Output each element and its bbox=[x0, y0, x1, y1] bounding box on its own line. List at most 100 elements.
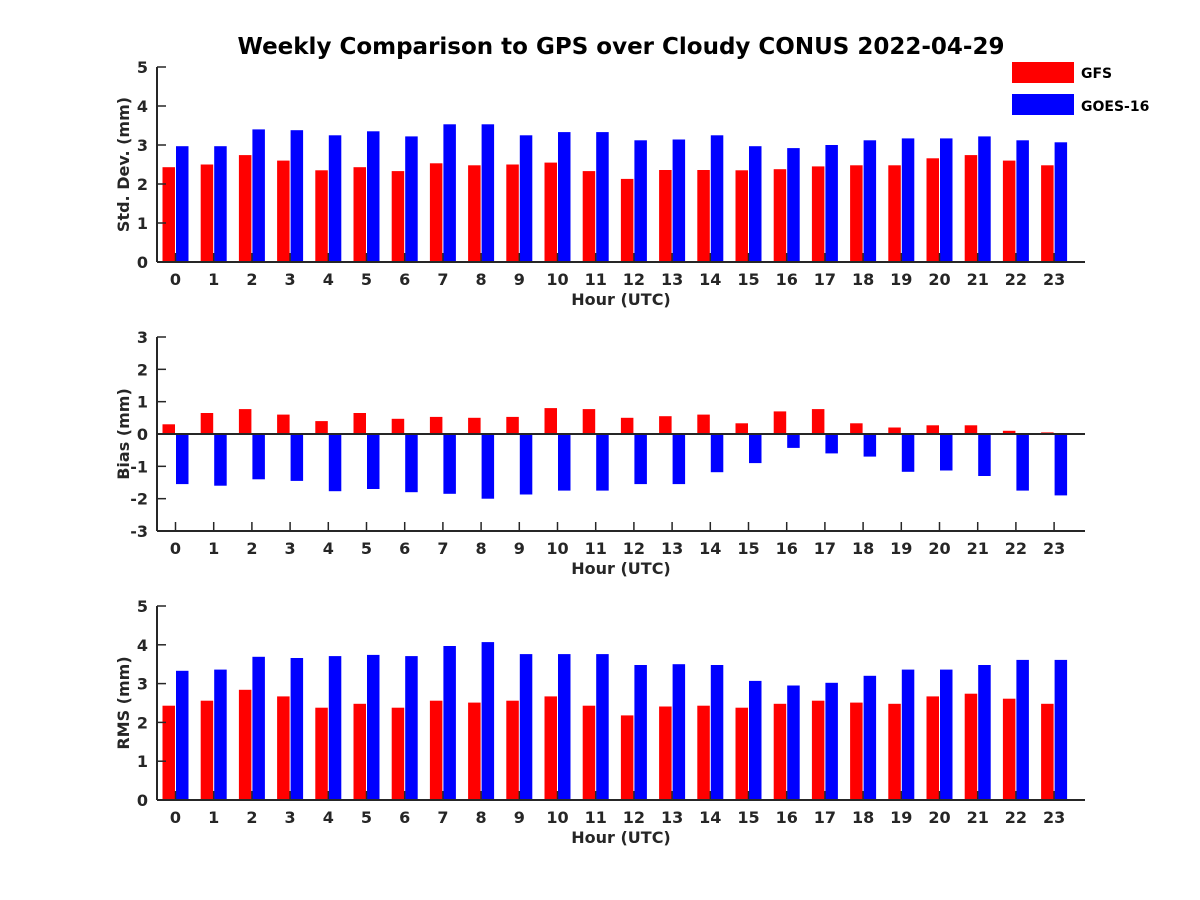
rms-bar-goes16-9 bbox=[519, 654, 533, 800]
rms-xtick-label-18: 18 bbox=[852, 808, 874, 827]
bias-bar-gfs-8 bbox=[468, 417, 481, 434]
bias-bar-goes16-3 bbox=[290, 434, 304, 481]
bias-bar-goes16-4 bbox=[328, 434, 342, 492]
rms-xtick-label-1: 1 bbox=[208, 808, 219, 827]
rms-bar-gfs-1 bbox=[200, 700, 214, 800]
bias-bar-goes16-12 bbox=[634, 434, 647, 485]
bias-bar-goes16-15 bbox=[749, 434, 762, 464]
std-dev-bar-gfs-1 bbox=[200, 164, 214, 262]
bias-bar-gfs-1 bbox=[200, 413, 214, 434]
rms-bar-gfs-16 bbox=[773, 703, 787, 800]
bias-xtick-label-14: 14 bbox=[699, 539, 721, 558]
std-dev-xtick-label-8: 8 bbox=[476, 270, 487, 289]
rms-bar-gfs-12 bbox=[620, 715, 634, 800]
rms-xtick-label-14: 14 bbox=[699, 808, 721, 827]
std-dev-bar-gfs-18 bbox=[850, 165, 863, 262]
rms-bar-gfs-7 bbox=[429, 700, 443, 800]
bias-bar-gfs-11 bbox=[582, 409, 596, 434]
bias-xtick-label-23: 23 bbox=[1043, 539, 1065, 558]
legend-swatch-goes16 bbox=[1012, 94, 1074, 115]
std-dev-bar-gfs-0 bbox=[162, 167, 175, 262]
std-dev-xtick-label-2: 2 bbox=[246, 270, 257, 289]
rms-xtick-label-17: 17 bbox=[814, 808, 836, 827]
std-dev-bar-gfs-16 bbox=[773, 169, 787, 262]
bias-bar-gfs-2 bbox=[238, 409, 252, 434]
bias-bar-gfs-5 bbox=[353, 413, 366, 434]
std-dev-bar-goes16-2 bbox=[252, 129, 265, 262]
std-dev-bar-goes16-14 bbox=[710, 135, 724, 263]
rms-bar-goes16-7 bbox=[443, 646, 456, 800]
rms-xtick-label-11: 11 bbox=[585, 808, 607, 827]
bias-xtick-label-6: 6 bbox=[399, 539, 410, 558]
bias-xtick-label-0: 0 bbox=[170, 539, 181, 558]
bias-bar-goes16-11 bbox=[596, 434, 609, 491]
rms-ytick-label-4: 4 bbox=[137, 636, 148, 655]
std-dev-bar-goes16-8 bbox=[481, 124, 495, 262]
rms-bar-gfs-4 bbox=[315, 707, 328, 800]
bias-xtick-label-15: 15 bbox=[737, 539, 759, 558]
rms-bar-gfs-11 bbox=[582, 705, 596, 800]
std-dev-bar-goes16-12 bbox=[634, 140, 647, 262]
rms-bar-gfs-18 bbox=[850, 702, 863, 800]
rms-bar-goes16-18 bbox=[863, 675, 877, 800]
rms-bar-gfs-3 bbox=[277, 696, 290, 800]
bias-bar-gfs-12 bbox=[620, 417, 634, 434]
bias-bar-gfs-17 bbox=[811, 409, 825, 434]
bias-xtick-label-22: 22 bbox=[1005, 539, 1027, 558]
bias-bar-goes16-9 bbox=[519, 434, 533, 495]
bias-xtick-label-2: 2 bbox=[246, 539, 257, 558]
std-dev-xtick-label-9: 9 bbox=[514, 270, 525, 289]
std-dev-xtick-label-7: 7 bbox=[437, 270, 448, 289]
bias-bar-gfs-21 bbox=[964, 425, 978, 434]
std-dev-bar-goes16-13 bbox=[672, 139, 686, 262]
bias-bar-gfs-4 bbox=[315, 421, 328, 434]
rms-bar-goes16-4 bbox=[328, 656, 342, 800]
std-dev-bar-goes16-5 bbox=[367, 131, 380, 262]
std-dev-xtick-label-11: 11 bbox=[585, 270, 607, 289]
std-dev-bar-goes16-9 bbox=[519, 135, 533, 263]
bias-xtick-label-9: 9 bbox=[514, 539, 525, 558]
std-dev-xtick-label-18: 18 bbox=[852, 270, 874, 289]
rms-bar-goes16-6 bbox=[405, 656, 418, 800]
bias-bar-goes16-5 bbox=[367, 434, 380, 489]
bias-bar-goes16-17 bbox=[825, 434, 838, 454]
std-dev-bar-gfs-11 bbox=[582, 171, 596, 262]
rms-bar-gfs-22 bbox=[1002, 698, 1016, 800]
std-dev-ytick-label-2: 2 bbox=[137, 175, 148, 194]
std-dev-xtick-label-22: 22 bbox=[1005, 270, 1027, 289]
std-dev-bar-goes16-21 bbox=[978, 136, 991, 262]
bias-xtick-label-17: 17 bbox=[814, 539, 836, 558]
std-dev-xtick-label-23: 23 bbox=[1043, 270, 1065, 289]
std-dev-bar-goes16-17 bbox=[825, 145, 838, 262]
bias-bar-gfs-14 bbox=[697, 414, 710, 434]
rms-ytick-label-3: 3 bbox=[137, 675, 148, 694]
rms-bar-goes16-22 bbox=[1016, 659, 1029, 800]
bias-xtick-label-13: 13 bbox=[661, 539, 683, 558]
bias-bar-goes16-0 bbox=[176, 434, 189, 485]
bias-xtick-label-18: 18 bbox=[852, 539, 874, 558]
std-dev-bar-goes16-1 bbox=[214, 146, 227, 262]
std-dev-xtick-label-4: 4 bbox=[323, 270, 334, 289]
bias-ytick-label-0: -3 bbox=[130, 522, 148, 541]
bias-bar-gfs-20 bbox=[926, 425, 939, 434]
bias-ytick-label-5: 2 bbox=[137, 360, 148, 379]
std-dev-bar-gfs-12 bbox=[620, 178, 634, 262]
legend-label-goes16: GOES-16 bbox=[1081, 99, 1149, 115]
std-dev-ytick-label-3: 3 bbox=[137, 136, 148, 155]
std-dev-bar-gfs-3 bbox=[277, 160, 290, 262]
rms-xtick-label-15: 15 bbox=[737, 808, 759, 827]
rms-bar-gfs-6 bbox=[391, 707, 405, 800]
std-dev-ytick-label-0: 0 bbox=[137, 253, 148, 272]
rms-ytick-label-1: 1 bbox=[137, 752, 148, 771]
bias-xtick-label-7: 7 bbox=[437, 539, 448, 558]
rms-bar-gfs-0 bbox=[162, 705, 175, 800]
bias-bar-goes16-6 bbox=[405, 434, 418, 493]
std-dev-bar-gfs-23 bbox=[1041, 165, 1054, 262]
std-dev-bar-goes16-19 bbox=[901, 138, 915, 262]
bias-xtick-label-1: 1 bbox=[208, 539, 219, 558]
bias-bar-gfs-15 bbox=[735, 423, 748, 434]
bias-bar-goes16-14 bbox=[710, 434, 724, 473]
std-dev-xtick-label-19: 19 bbox=[890, 270, 912, 289]
rms-bar-gfs-14 bbox=[697, 705, 710, 800]
